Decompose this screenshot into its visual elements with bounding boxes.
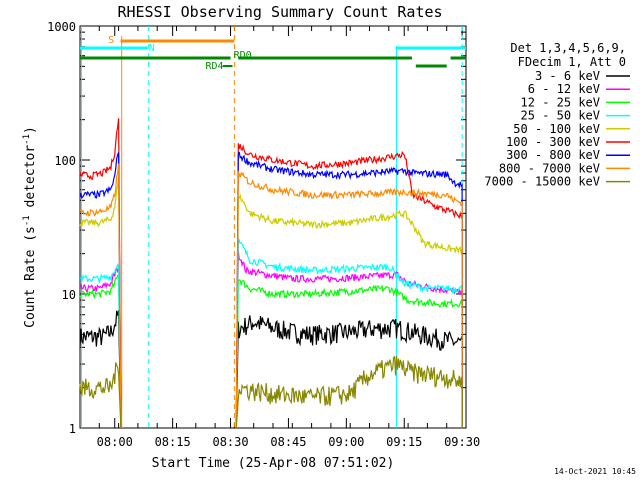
- y-label-part: ): [23, 126, 38, 134]
- series-trace-3-6-: [79, 310, 122, 429]
- chart-title: RHESSI Observing Summary Count Rates: [117, 3, 442, 21]
- x-axis-label: Start Time (25-Apr-08 07:51:02): [152, 456, 395, 471]
- legend-label: 6 - 12 keV: [528, 82, 600, 96]
- legend-label: 300 - 800 keV: [506, 148, 600, 162]
- y-tick-label: 1: [69, 422, 76, 436]
- legend-header: FDecim 1, Att 0: [518, 55, 626, 69]
- series-trace-300-800-: [79, 152, 122, 429]
- series-trace-25-50-: [79, 263, 122, 429]
- series-trace-12-25-: [79, 274, 122, 429]
- y-tick-label: 10: [62, 288, 76, 302]
- series-trace-100-300-: [235, 143, 463, 429]
- plot-frame: [79, 25, 467, 429]
- y-label-part: Count Rate (s: [23, 226, 38, 328]
- legend-label: 800 - 7000 keV: [499, 161, 600, 175]
- y-axis-label: Count Rate (s-1 detector-1): [22, 126, 38, 328]
- x-tick-label: 08:45: [270, 435, 306, 449]
- x-tick-label: 09:00: [328, 435, 364, 449]
- timestamp: 14-Oct-2021 10:45: [554, 467, 636, 476]
- series-trace-25-50-: [235, 238, 463, 429]
- series-trace-50-100-: [235, 193, 463, 429]
- series-trace-800-7000-: [235, 171, 463, 429]
- series-trace-50-100-: [79, 178, 122, 429]
- x-tick-label: 09:30: [444, 435, 480, 449]
- legend-label: 50 - 100 keV: [513, 122, 600, 136]
- status-annotation-rd0: RD0: [234, 50, 252, 61]
- legend-label: 100 - 300 keV: [506, 135, 600, 149]
- legend-label: 12 - 25 keV: [521, 95, 600, 109]
- series-trace-7000-15000-: [235, 355, 463, 429]
- series-trace-100-300-: [79, 118, 122, 429]
- x-tick-label: 09:15: [386, 435, 422, 449]
- y-tick-label: 100: [54, 154, 76, 168]
- y-label-superscript: -1: [22, 215, 32, 226]
- legend-label: 25 - 50 keV: [521, 109, 600, 123]
- legend-header: Det 1,3,4,5,6,9,: [510, 41, 626, 55]
- y-label-part: detector: [23, 145, 38, 216]
- y-tick-label: 1000: [47, 20, 76, 34]
- y-label-superscript: -1: [22, 134, 32, 145]
- x-tick-label: 08:15: [155, 435, 191, 449]
- status-annotation-rd4: RD4: [205, 61, 223, 72]
- series-trace-300-800-: [235, 151, 463, 429]
- legend-label: 3 - 6 keV: [535, 69, 600, 83]
- series-trace-7000-15000-: [79, 362, 122, 429]
- status-annotation-s: S: [108, 35, 114, 46]
- series-trace-800-7000-: [79, 163, 122, 429]
- series-trace-3-6-: [235, 315, 463, 429]
- series-trace-12-25-: [235, 279, 463, 429]
- legend-label: 7000 - 15000 keV: [484, 175, 600, 189]
- x-tick-label: 08:00: [97, 435, 133, 449]
- series-trace-6-12-: [79, 265, 122, 429]
- status-annotation-n: N: [149, 43, 155, 54]
- x-tick-label: 08:30: [212, 435, 248, 449]
